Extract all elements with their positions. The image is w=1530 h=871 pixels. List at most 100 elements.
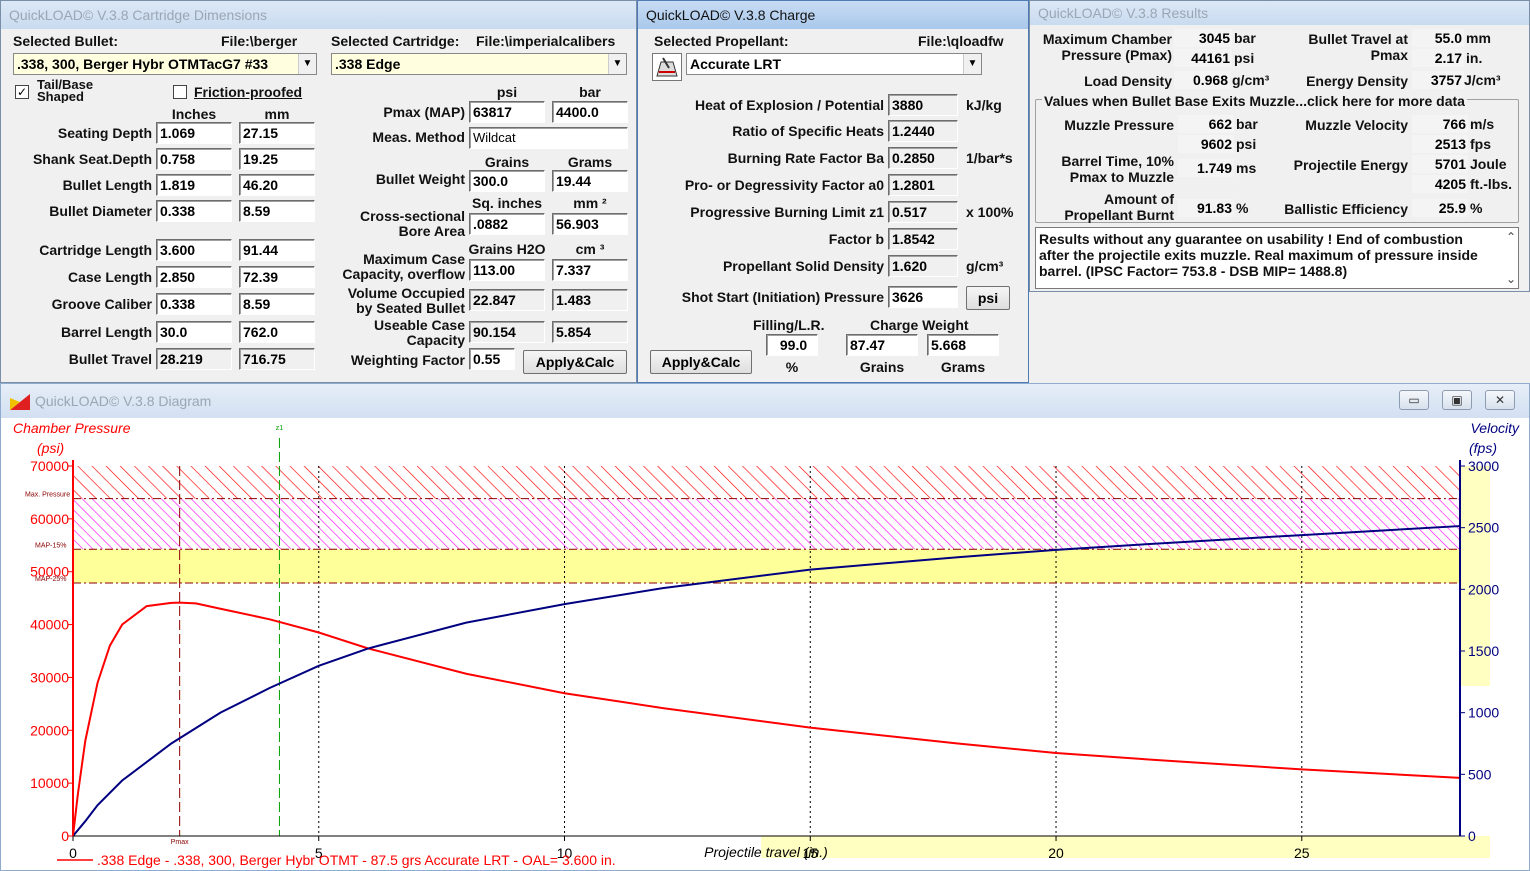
bullet-weight-grains-field[interactable]: 300.0 bbox=[469, 170, 545, 192]
charge-param-field[interactable]: 1.2440 bbox=[888, 120, 958, 142]
charge-param-field[interactable]: 0.2850 bbox=[888, 147, 958, 169]
x-tick-label: 5 bbox=[315, 845, 323, 861]
energy-density-value: 3757 bbox=[1412, 71, 1464, 89]
left-y-tick-label: 20000 bbox=[30, 722, 69, 738]
velocity-curve bbox=[72, 525, 1461, 837]
background-layer bbox=[73, 466, 1490, 858]
app-logo-icon bbox=[10, 394, 30, 410]
x-tick-label: 0 bbox=[69, 845, 77, 861]
grams-header: Grams bbox=[567, 154, 613, 170]
minimize-icon[interactable]: ▭ bbox=[1399, 390, 1429, 410]
scroll-up-icon[interactable]: ⌃ bbox=[1505, 230, 1516, 244]
propellant-select[interactable]: Accurate LRT ▼ bbox=[686, 53, 982, 75]
close-icon[interactable]: ✕ bbox=[1485, 390, 1515, 410]
dims-title[interactable]: QuickLOAD© V.3.8 Cartridge Dimensions bbox=[1, 1, 636, 29]
dimension-label: Bullet Travel bbox=[68, 351, 152, 367]
filling-field[interactable]: 99.0 bbox=[766, 334, 818, 356]
dimension-mm-field[interactable]: 8.59 bbox=[239, 293, 315, 315]
charge-param-field[interactable]: 1.620 bbox=[888, 255, 958, 277]
dimension-inches-field[interactable]: 1.819 bbox=[156, 174, 232, 196]
propellant-icon[interactable] bbox=[652, 53, 682, 81]
friction-proofed-checkbox[interactable] bbox=[173, 85, 187, 99]
selected-cartridge-label: Selected Cartridge: bbox=[331, 33, 460, 49]
mm2-header: mm ² bbox=[573, 195, 607, 211]
pmax-bar-field[interactable]: 4400.0 bbox=[552, 101, 628, 123]
bullet-weight-grams-field[interactable]: 19.44 bbox=[552, 170, 628, 192]
volume-occupied-grains-field: 22.847 bbox=[469, 289, 545, 311]
diagram-titlebar[interactable]: QuickLOAD© V.3.8 Diagram ▭ ▣ ✕ bbox=[1, 384, 1529, 418]
muzzle-pressure-bar-unit: bar bbox=[1236, 116, 1258, 132]
shot-start-field[interactable]: 3626 bbox=[888, 286, 958, 308]
pmax-psi-field[interactable]: 63817 bbox=[469, 101, 545, 123]
right-y-tick-label: 0 bbox=[1468, 828, 1476, 844]
left-axis-unit: (psi) bbox=[37, 440, 64, 456]
results-title[interactable]: QuickLOAD© V.3.8 Results bbox=[1030, 1, 1529, 25]
weighting-factor-label: Weighting Factor bbox=[350, 352, 465, 368]
charge-title[interactable]: QuickLOAD© V.3.8 Charge bbox=[638, 1, 1028, 29]
weighting-factor-field[interactable]: 0.55 bbox=[469, 348, 515, 370]
maximize-icon[interactable]: ▣ bbox=[1442, 390, 1472, 410]
results-note-box[interactable]: Results without any guarantee on usabili… bbox=[1035, 227, 1519, 289]
z1-marker-label: z1 bbox=[276, 425, 284, 432]
meas-method-field[interactable]: Wildcat bbox=[469, 127, 628, 149]
max-case-capacity-cm3-field[interactable]: 7.337 bbox=[552, 259, 628, 281]
chevron-down-icon[interactable]: ▼ bbox=[963, 54, 981, 74]
bullet-select[interactable]: .338, 300, Berger Hybr OTMTacG7 #33 ▼ bbox=[13, 53, 317, 75]
friction-proofed-label: Friction-proofed bbox=[194, 84, 303, 100]
chevron-down-icon[interactable]: ▼ bbox=[298, 54, 316, 74]
muzzle-values-group-title[interactable]: Values when Bullet Base Exits Muzzle...c… bbox=[1042, 93, 1467, 109]
dimension-inches-field[interactable]: 0.758 bbox=[156, 148, 232, 170]
cartridge-select[interactable]: .338 Edge ▼ bbox=[331, 53, 627, 75]
dimension-inches-field[interactable]: 2.850 bbox=[156, 266, 232, 288]
cross-section-mm-field[interactable]: 56.903 bbox=[552, 213, 628, 235]
charge-param-field[interactable]: 1.2801 bbox=[888, 174, 958, 196]
cross-section-in-field[interactable]: .0882 bbox=[469, 213, 545, 235]
tail-base-checkbox[interactable]: ✓ bbox=[15, 85, 29, 99]
charge-grams-field[interactable]: 5.668 bbox=[927, 334, 999, 356]
charge-param-field[interactable]: 3880 bbox=[888, 94, 958, 116]
dimension-mm-field[interactable]: 762.0 bbox=[239, 321, 315, 343]
series-layer bbox=[72, 525, 1461, 837]
charge-window: QuickLOAD© V.3.8 Charge Selected Propell… bbox=[637, 0, 1029, 383]
charge-apply-calc-button[interactable]: Apply&Calc bbox=[650, 350, 752, 374]
selected-bullet-label: Selected Bullet: bbox=[13, 33, 119, 49]
charge-param-field[interactable]: 0.517 bbox=[888, 201, 958, 223]
x-tick-label: 15 bbox=[802, 845, 818, 861]
chevron-down-icon[interactable]: ▼ bbox=[608, 54, 626, 74]
dimension-mm-field[interactable]: 27.15 bbox=[239, 122, 315, 144]
right-y-tick-label: 2500 bbox=[1468, 520, 1499, 536]
mm-unit: mm bbox=[1466, 30, 1491, 46]
dimension-inches-field[interactable]: 30.0 bbox=[156, 321, 232, 343]
dimension-inches-field[interactable]: 0.338 bbox=[156, 293, 232, 315]
dimension-mm-field[interactable]: 19.25 bbox=[239, 148, 315, 170]
pressure-curve bbox=[72, 601, 1461, 837]
barrel-time-unit: ms bbox=[1236, 160, 1257, 176]
results-empty-area bbox=[1029, 292, 1530, 383]
bullet-travel-mm-value: 55.0 bbox=[1412, 29, 1464, 47]
dims-apply-calc-button[interactable]: Apply&Calc bbox=[523, 350, 627, 374]
dimension-mm-field[interactable]: 8.59 bbox=[239, 200, 315, 222]
shot-start-unit-button[interactable]: psi bbox=[966, 286, 1010, 310]
fps-unit: fps bbox=[1470, 136, 1491, 152]
scroll-down-icon[interactable]: ⌄ bbox=[1505, 272, 1516, 286]
dimension-mm-field[interactable]: 46.20 bbox=[239, 174, 315, 196]
muzzle-pressure-bar-value: 662 bbox=[1178, 115, 1234, 133]
dimension-inches-field[interactable]: 1.069 bbox=[156, 122, 232, 144]
projectile-energy-ftlbs-value: 4205 bbox=[1412, 175, 1468, 193]
filling-pct-label: % bbox=[785, 359, 799, 375]
charge-param-field[interactable]: 1.8542 bbox=[888, 228, 958, 250]
dimension-mm-field[interactable]: 91.44 bbox=[239, 239, 315, 261]
max-case-capacity-grains-field[interactable]: 113.00 bbox=[469, 259, 545, 281]
hatch-max-to-map15 bbox=[73, 498, 1460, 550]
dimension-inches-field[interactable]: 3.600 bbox=[156, 239, 232, 261]
amount-propellant-burnt-unit: % bbox=[1236, 200, 1249, 216]
dimension-mm-field[interactable]: 72.39 bbox=[239, 266, 315, 288]
results-window: QuickLOAD© V.3.8 Results Maximum Chamber… bbox=[1029, 0, 1530, 292]
x-axis-highlight-band bbox=[761, 836, 1490, 858]
charge-param-unit: x 100% bbox=[966, 204, 1014, 220]
dimension-label: Shank Seat.Depth bbox=[32, 151, 152, 167]
x-axis-title: Projectile travel (in.) bbox=[704, 844, 828, 860]
charge-grains-field[interactable]: 87.47 bbox=[846, 334, 918, 356]
max-chamber-pressure-label: Maximum Chamber Pressure (Pmax) bbox=[1042, 31, 1172, 63]
dimension-inches-field[interactable]: 0.338 bbox=[156, 200, 232, 222]
